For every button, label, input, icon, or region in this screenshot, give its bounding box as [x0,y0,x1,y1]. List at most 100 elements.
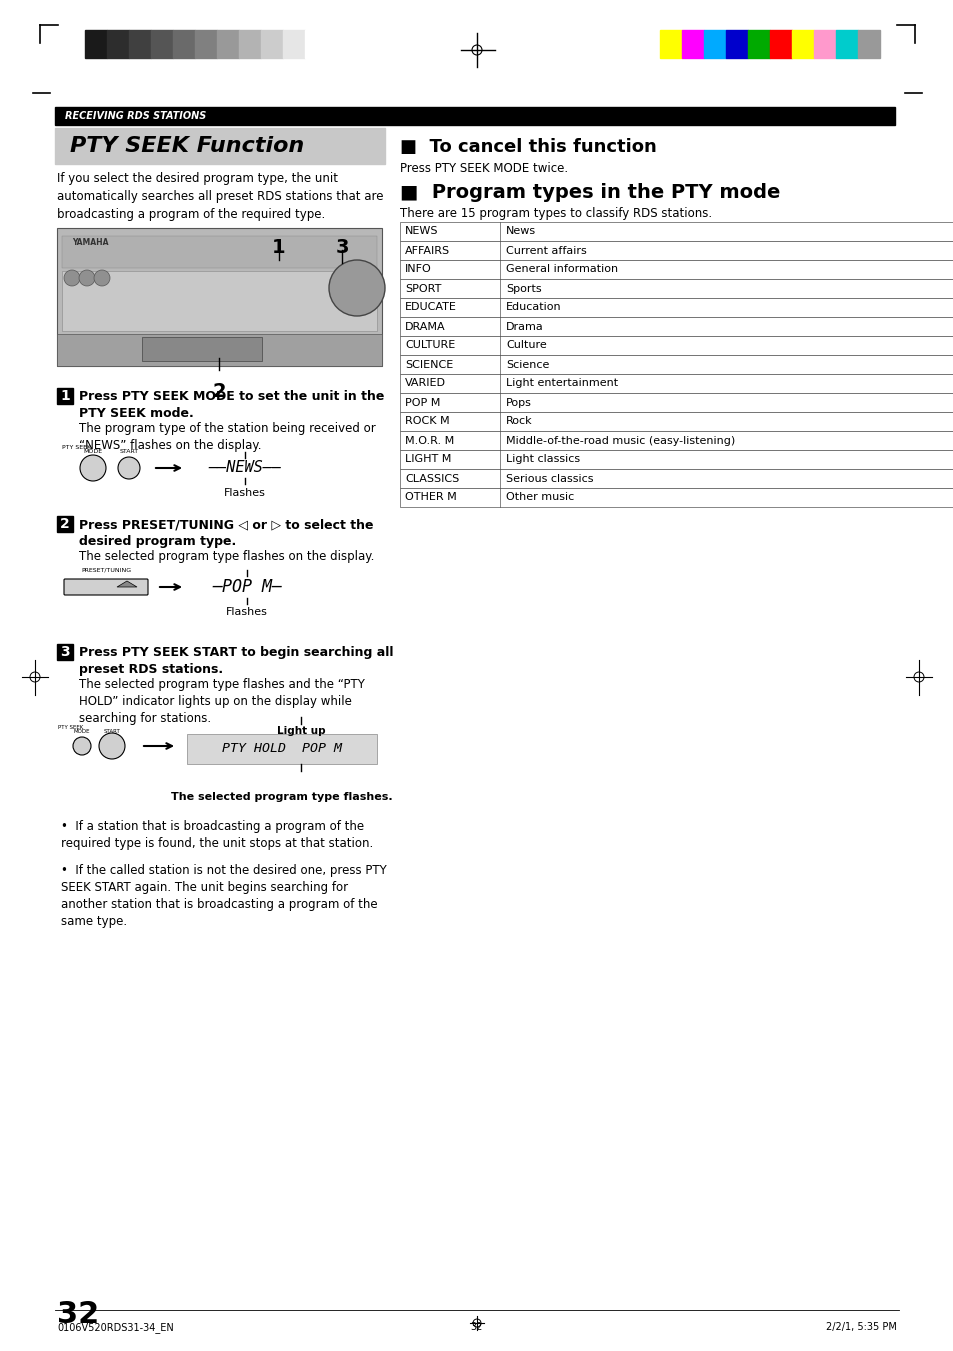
Bar [129,30,151,58]
Bar [55,107,894,126]
Bar [659,30,681,58]
Text: Serious classics: Serious classics [505,473,593,484]
Bar [55,128,385,163]
Text: Press PRESET/TUNING ◁ or ▷ to select the
desired program type.: Press PRESET/TUNING ◁ or ▷ to select the… [79,517,374,549]
Text: MODE: MODE [83,449,103,454]
Text: 32: 32 [471,1323,482,1332]
Bar [187,734,376,765]
Text: NEWS: NEWS [405,227,438,236]
Text: The selected program type flashes.: The selected program type flashes. [171,792,393,802]
Text: •  If the called station is not the desired one, press PTY
SEEK START again. The: • If the called station is not the desir… [61,865,386,928]
Bar [399,299,953,317]
Text: Light up: Light up [276,725,325,736]
Text: If you select the desired program type, the unit
automatically searches all pres: If you select the desired program type, … [57,172,383,222]
Text: 3: 3 [335,238,349,257]
Text: The selected program type flashes on the display.: The selected program type flashes on the… [79,550,374,563]
Bar [399,488,953,507]
Bar [399,431,953,450]
Text: YAMAHA: YAMAHA [71,238,109,247]
Text: ——NEWS——: ——NEWS—— [209,461,281,476]
Text: SCIENCE: SCIENCE [405,359,453,370]
Text: —POP M—: —POP M— [212,578,282,596]
Text: 2/2/1, 5:35 PM: 2/2/1, 5:35 PM [825,1323,896,1332]
Circle shape [94,270,110,286]
Bar [681,30,703,58]
Text: LIGHT M: LIGHT M [405,454,451,465]
Bar [283,30,305,58]
Text: Light classics: Light classics [505,454,579,465]
Text: Drama: Drama [505,322,543,331]
Bar [107,30,129,58]
Text: MODE: MODE [73,730,91,734]
Bar [399,259,953,280]
Text: 1: 1 [272,238,286,257]
Text: Light entertainment: Light entertainment [505,378,618,389]
Bar [399,280,953,299]
Text: SPORT: SPORT [405,284,441,293]
Bar [399,450,953,469]
Bar [747,30,769,58]
Bar [399,412,953,431]
Bar [151,30,172,58]
Bar [239,30,261,58]
Bar [57,388,73,404]
Bar [57,516,73,532]
Text: ROCK M: ROCK M [405,416,449,427]
Text: START: START [104,730,120,734]
Text: 2: 2 [212,382,226,401]
Text: OTHER M: OTHER M [405,493,456,503]
Text: •  If a station that is broadcasting a program of the
required type is found, th: • If a station that is broadcasting a pr… [61,820,373,850]
Bar [769,30,791,58]
Circle shape [79,270,95,286]
Bar [62,272,376,331]
Text: Press PTY SEEK MODE to set the unit in the
PTY SEEK mode.: Press PTY SEEK MODE to set the unit in t… [79,390,384,420]
Bar [85,30,107,58]
Text: PTY SEEK: PTY SEEK [62,444,91,450]
Text: Science: Science [505,359,549,370]
Text: 1: 1 [60,389,70,403]
Text: 2: 2 [60,517,70,531]
Text: DRAMA: DRAMA [405,322,445,331]
Text: Pops: Pops [505,397,532,408]
Text: M.O.R. M: M.O.R. M [405,435,454,446]
Bar [172,30,194,58]
Bar [261,30,283,58]
Text: PTY HOLD  POP M: PTY HOLD POP M [222,743,341,755]
Bar [57,644,73,661]
Circle shape [80,455,106,481]
Circle shape [118,457,140,480]
Bar [791,30,813,58]
Text: Sports: Sports [505,284,541,293]
Text: CLASSICS: CLASSICS [405,473,458,484]
Text: There are 15 program types to classify RDS stations.: There are 15 program types to classify R… [399,207,711,220]
Circle shape [329,259,385,316]
Text: Current affairs: Current affairs [505,246,586,255]
Text: The selected program type flashes and the “PTY
HOLD” indicator lights up on the : The selected program type flashes and th… [79,678,364,725]
Circle shape [64,270,80,286]
Bar [813,30,835,58]
Bar [57,334,381,366]
Text: POP M: POP M [405,397,440,408]
Bar [399,393,953,412]
Text: VARIED: VARIED [405,378,446,389]
Text: Middle-of-the-road music (easy-listening): Middle-of-the-road music (easy-listening… [505,435,735,446]
Bar [62,236,376,267]
Bar [216,30,239,58]
Bar [57,228,381,366]
Text: CULTURE: CULTURE [405,340,455,350]
Polygon shape [117,581,137,586]
Text: ■  Program types in the PTY mode: ■ Program types in the PTY mode [399,182,780,203]
Text: Other music: Other music [505,493,574,503]
Text: General information: General information [505,265,618,274]
Text: Education: Education [505,303,561,312]
Text: PTY SEEK Function: PTY SEEK Function [70,136,304,155]
Text: The program type of the station being received or
“NEWS” flashes on the display.: The program type of the station being re… [79,422,375,453]
Text: Press PTY SEEK MODE twice.: Press PTY SEEK MODE twice. [399,162,568,176]
Text: Flashes: Flashes [224,488,266,499]
Text: Press PTY SEEK START to begin searching all
preset RDS stations.: Press PTY SEEK START to begin searching … [79,646,393,676]
Bar [399,355,953,374]
Circle shape [73,738,91,755]
Text: START: START [119,449,138,454]
Bar [142,336,262,361]
Text: RECEIVING RDS STATIONS: RECEIVING RDS STATIONS [65,111,206,122]
